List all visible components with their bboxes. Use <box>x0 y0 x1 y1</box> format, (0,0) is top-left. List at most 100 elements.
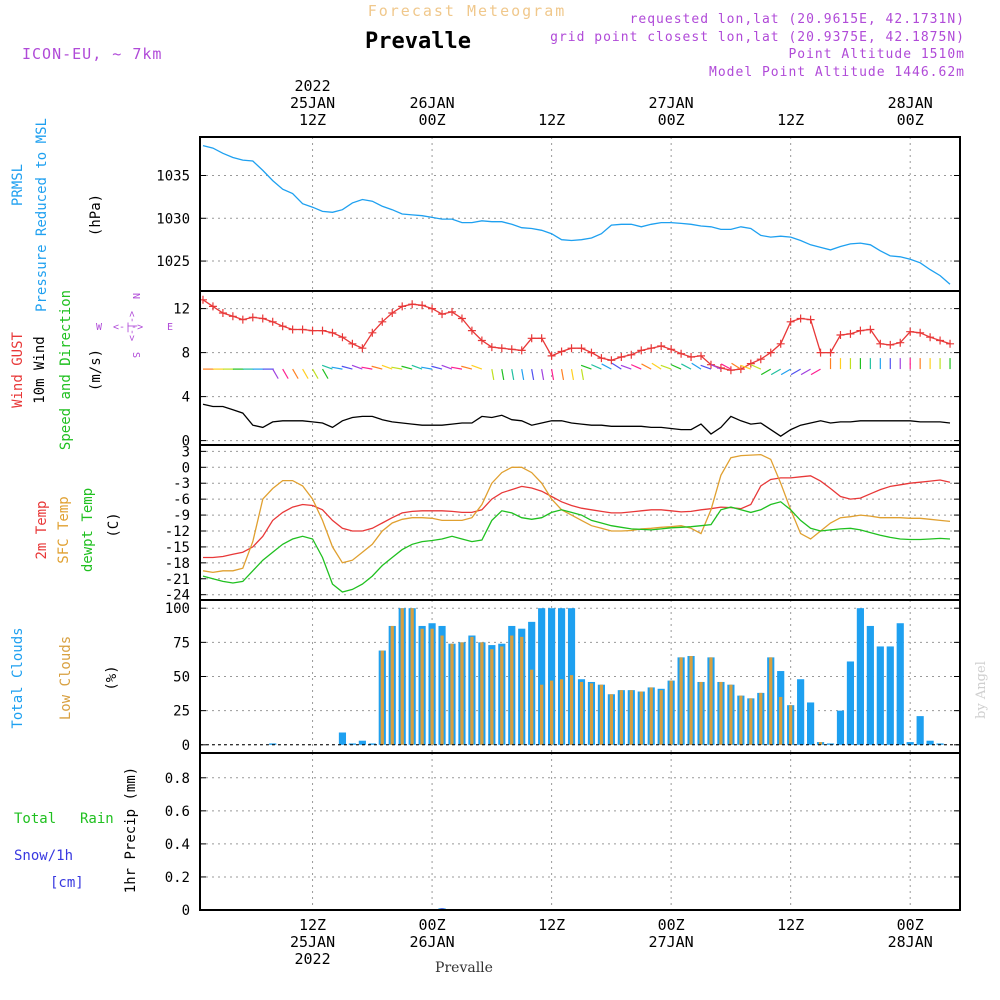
wind-dir-label: Speed and Direction <box>58 290 74 450</box>
series-line <box>202 501 951 593</box>
secondary-bar <box>400 608 404 745</box>
gust-marker <box>318 326 327 335</box>
secondary-bar <box>789 705 793 745</box>
wind-direction-arrow <box>810 368 821 376</box>
total-bar <box>557 608 566 745</box>
wind-direction-arrow <box>780 368 791 376</box>
top-time-label: 27JAN <box>649 94 694 112</box>
series-line <box>202 299 951 371</box>
total-bar <box>906 742 914 745</box>
secondary-bar <box>769 657 773 745</box>
gust-marker <box>577 344 586 353</box>
wind-direction-arrow <box>681 363 692 370</box>
gust-marker <box>806 315 815 324</box>
gust-marker <box>258 314 267 323</box>
y-tick-label: -21 <box>165 572 190 588</box>
secondary-bar <box>649 687 653 745</box>
wind-direction-arrow <box>302 368 309 379</box>
bottom-time-label: 00Z <box>658 916 685 934</box>
wind-direction-arrow <box>790 368 801 376</box>
gust-marker <box>298 325 307 334</box>
gust-marker <box>218 309 227 317</box>
y-tick-label: -3 <box>173 476 190 492</box>
snow-unit: [cm] <box>50 875 84 891</box>
compass-v-arrow: <-|-> <box>127 311 138 341</box>
top-time-label: 00Z <box>658 111 685 129</box>
secondary-bar <box>420 628 424 745</box>
bottom-time-label: 27JAN <box>649 933 694 951</box>
total-bar <box>826 743 835 745</box>
top-time-label: 12Z <box>538 111 565 129</box>
bottom-time-label: 00Z <box>419 916 446 934</box>
wind-direction-arrow <box>630 364 642 370</box>
gust-marker <box>288 325 297 334</box>
y-tick-label: 25 <box>173 704 190 720</box>
bottom-time-label: 26JAN <box>410 933 455 951</box>
total-bar <box>896 623 904 745</box>
gust-marker <box>418 301 427 310</box>
secondary-bar <box>549 680 554 745</box>
total-bar <box>866 625 874 745</box>
gust-marker <box>657 342 666 350</box>
bottom-time-label: 12Z <box>299 916 326 934</box>
gust-marker <box>208 302 217 311</box>
gust-marker <box>916 328 925 337</box>
secondary-bar <box>540 684 544 745</box>
gust-marker <box>826 348 835 357</box>
gust-marker <box>647 344 656 353</box>
y-tick-label: 0.2 <box>165 870 190 886</box>
gust-marker <box>338 333 347 342</box>
compass-e: E <box>167 322 173 333</box>
gust-marker <box>238 315 247 324</box>
wind-direction-arrow <box>731 362 742 370</box>
credit-watermark: by Angel <box>974 661 989 719</box>
wind-direction-arrow <box>560 368 565 381</box>
gust-marker <box>587 348 596 357</box>
wind-direction-arrow <box>670 364 682 370</box>
total-bar <box>548 608 556 745</box>
pressure-unit: (hPa) <box>88 194 104 236</box>
gust-marker <box>388 309 397 317</box>
chart-subtitle: Forecast Meteogram <box>368 2 567 20</box>
total-bar <box>538 608 546 745</box>
precip-axis-label: 1hr Precip (mm) <box>123 767 139 893</box>
secondary-bar <box>380 650 384 745</box>
wind-direction-arrow <box>282 368 289 379</box>
bottom-time-label: 28JAN <box>888 933 933 951</box>
gust-marker <box>547 351 556 360</box>
top-time-label: 26JAN <box>410 94 455 112</box>
secondary-bar <box>410 608 414 745</box>
series-line <box>202 453 951 574</box>
y-tick-label: 0.8 <box>165 771 190 787</box>
gust-marker <box>936 336 945 345</box>
y-tick-label: 0 <box>182 903 190 919</box>
secondary-bar <box>629 690 633 745</box>
secondary-bar <box>510 635 514 745</box>
y-tick-label: -24 <box>165 588 190 604</box>
gust-marker <box>408 300 417 309</box>
gust-marker <box>726 366 735 375</box>
wind-direction-arrow <box>471 364 483 370</box>
bottom-time-label: 00Z <box>897 916 924 934</box>
wind-direction-arrow <box>660 364 672 370</box>
secondary-bar <box>440 635 444 745</box>
bottom-time-label: 12Z <box>777 916 804 934</box>
y-tick-label: 75 <box>173 635 190 651</box>
wind-direction-arrow <box>770 368 782 376</box>
wind-direction-arrow <box>331 366 343 370</box>
wind-direction-arrow <box>411 364 423 370</box>
gust-marker <box>776 339 785 348</box>
top-time-label: 00Z <box>419 111 446 129</box>
gust-label: Wind GUST <box>10 332 26 408</box>
gust-marker <box>746 359 755 368</box>
secondary-bar <box>699 681 703 745</box>
total-bar <box>338 732 347 745</box>
wind-direction-arrow <box>700 364 712 370</box>
top-time-label: 2022 <box>294 77 330 95</box>
secondary-bar <box>490 649 494 745</box>
wind-direction-arrow <box>361 366 373 370</box>
y-tick-label: 3 <box>182 444 190 460</box>
secondary-bar <box>480 642 484 745</box>
gust-marker <box>627 350 636 359</box>
wind-direction-arrow <box>292 368 299 379</box>
